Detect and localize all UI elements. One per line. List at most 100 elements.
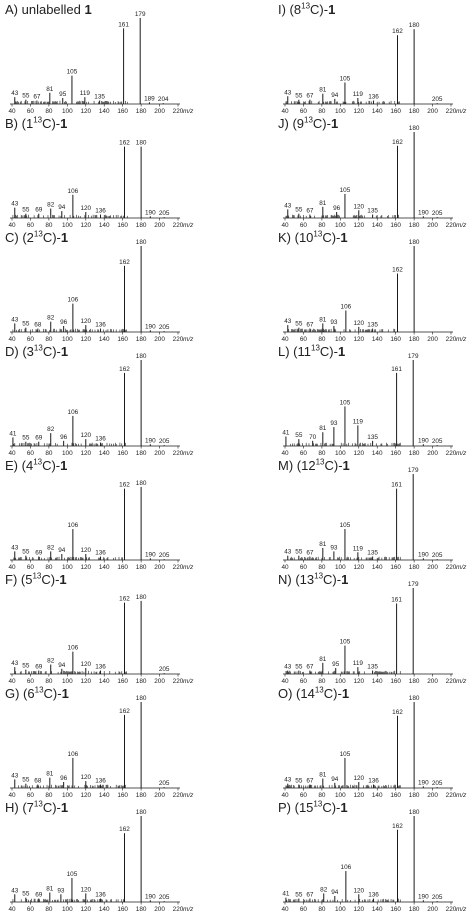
x-tick-label: 60 [27,450,35,457]
x-tick-label: 40 [281,564,289,571]
peak-label: 162 [119,259,130,266]
peak-label: 162 [392,709,403,716]
x-tick-label: 140 [372,792,383,799]
peak-label: 120 [80,886,91,893]
x-tick-label: 100 [62,450,73,457]
peak-label: 105 [340,187,351,194]
x-tick-label: 60 [27,222,35,229]
x-tick-label: 40 [8,108,16,115]
x-tick-label: 40 [281,336,289,343]
x-tick-label: 100 [62,564,73,571]
peak-label: 69 [35,207,43,214]
x-tick-label: 120 [80,450,91,457]
panel-title-prefix: F) ( [5,572,26,587]
x-tick-label: 80 [318,222,326,229]
x-tick-label: 200 [427,792,438,799]
peak-label: 43 [284,777,292,784]
x-tick-label: 180 [136,678,147,685]
peak-label: 41 [9,430,17,437]
panel-title-prefix: B) ( [5,116,26,131]
panel-title-label: 2 [26,230,34,245]
x-tick-label: 60 [27,108,35,115]
spectrum-panel: N) (1313C)-1 43 55 67 81 95 105 119 135 161 179 40 6… [278,571,469,687]
x-tick-label: 220 [446,792,457,799]
peak-label: 55 [295,664,303,671]
peak-label: 161 [391,366,402,373]
x-tick-label: 200 [154,108,165,115]
x-tick-label: 220 [446,678,457,685]
peak-label: 96 [60,319,68,326]
peak-label: 180 [136,353,147,360]
x-tick-label: 220 [173,450,184,457]
spectrum-panel: M) (1213C)-1 43 55 67 81 93 105 119 135 161 179 190… [278,457,469,573]
peak-label: 68 [34,322,42,329]
panel-title: A) unlabelled 1 [5,3,92,17]
peak-label: 119 [353,660,364,667]
x-tick-label: 120 [80,678,91,685]
x-tick-label: 40 [281,906,289,913]
peak-label: 81 [319,656,327,663]
x-tick-label: 140 [99,222,110,229]
spectrum-plot: 43 55 67 81 95 105 119 135 161 179 189 204 40 60 80 100… [8,11,194,115]
x-tick-label: 220 [173,564,184,571]
x-tick-label: 60 [27,792,35,799]
panel-title: N) (1313C)-1 [278,571,349,587]
x-tick-label: 180 [409,792,420,799]
x-tick-label: 100 [62,792,73,799]
peak-label: 55 [22,777,30,784]
compound-number: 1 [342,458,350,473]
peak-label: 67 [306,322,314,329]
x-tick-label: 100 [62,336,73,343]
panel-title-label: 3 [26,344,34,359]
x-tick-label: 40 [8,336,16,343]
panel-title-prefix: O) ( [278,686,301,701]
peak-label: 189 [144,95,155,102]
peak-label: 95 [332,661,340,668]
peak-label: 82 [320,886,328,893]
x-tick-label: 60 [300,906,308,913]
peak-label: 55 [295,892,303,899]
panel-title: M) (1213C)-1 [278,457,350,473]
peak-label: 41 [282,891,290,898]
peak-label: 82 [47,658,55,665]
x-tick-label: 60 [300,792,308,799]
x-tick-label: 140 [372,564,383,571]
spectrum-plot: 43 55 67 81 94 105 119 136 162 180 205 40 60 80 100 120… [281,22,467,115]
peak-label: 55 [295,207,303,214]
x-tick-label: 80 [318,792,326,799]
peak-label: 205 [432,438,443,445]
peak-label: 68 [34,778,42,785]
peak-label: 120 [80,318,91,325]
spectrum-panel: O) (1413C)-1 43 55 67 81 94 105 120 136 162 180 190… [278,686,469,801]
peak-label: 106 [68,522,79,529]
x-tick-label: 100 [335,108,346,115]
peak-label: 43 [11,887,19,894]
x-tick-label: 200 [427,222,438,229]
panel-title: L) (1113C)-1 [278,343,346,359]
peak-label: 205 [159,438,170,445]
panel-title-label: 1 [25,116,34,131]
x-tick-label: 180 [409,222,420,229]
x-tick-label: 160 [117,792,128,799]
x-tick-label: 60 [300,678,308,685]
peak-label: 205 [432,210,443,217]
x-tick-label: 40 [8,906,16,913]
x-tick-label: 140 [372,108,383,115]
x-tick-label: 100 [335,336,346,343]
panel-title: P) (1513C)-1 [278,799,348,815]
x-tick-label: 120 [80,792,91,799]
peak-label: 119 [353,418,364,425]
panel-title-prefix: H) ( [5,800,27,815]
peak-label: 205 [159,894,170,901]
peak-label: 81 [46,86,54,93]
peak-label: 55 [22,207,30,214]
x-tick-label: 220 [446,108,457,115]
panel-title-prefix: P) ( [278,800,299,815]
x-tick-label: 80 [45,450,53,457]
peak-label: 136 [95,664,106,671]
peak-label: 179 [135,11,146,18]
x-tick-label: 140 [99,450,110,457]
x-axis-label: m/z [456,678,467,685]
x-tick-label: 140 [99,678,110,685]
